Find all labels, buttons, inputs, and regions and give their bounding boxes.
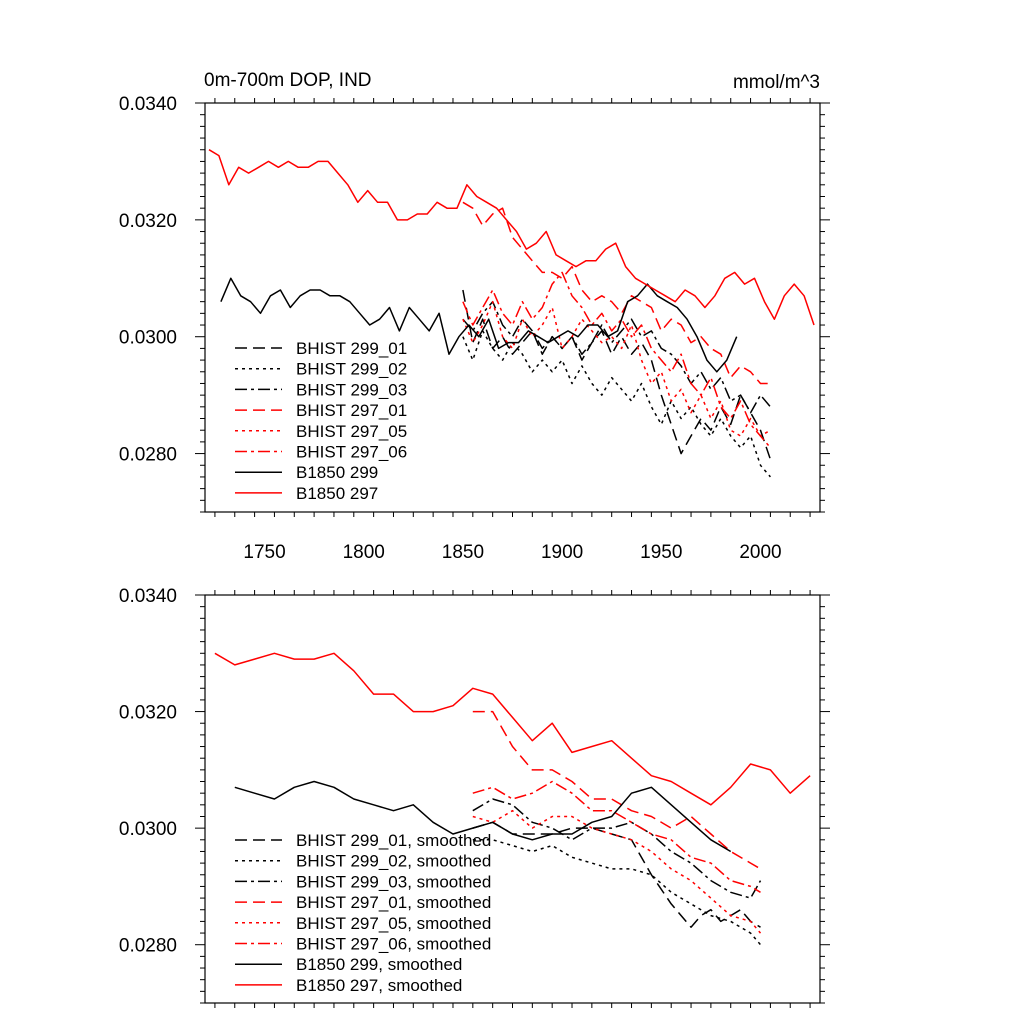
top-panel: 0.0340 0.0320 0.0300 0.0280 1750 1800 1850 1900… [119, 94, 830, 563]
series-line [472, 798, 762, 899]
legend-label: BHIST 299_02, smoothed [296, 852, 491, 871]
series-line [234, 780, 732, 853]
x-tick-label: 1900 [541, 542, 583, 563]
legend-label: BHIST 297_05, smoothed [296, 914, 491, 933]
legend-label: B1850 297, smoothed [296, 976, 462, 995]
series-line [214, 652, 811, 806]
legend-label: BHIST 297_06, smoothed [296, 935, 491, 954]
y-tick-label: 0.0300 [119, 328, 177, 349]
y-tick-label: 0.0340 [119, 94, 177, 115]
legend-label: BHIST 299_01, smoothed [296, 831, 491, 850]
series-line [462, 300, 771, 414]
legend-label: BHIST 297_05 [296, 422, 407, 441]
x-tick-label: 2000 [739, 542, 781, 563]
series-line [462, 300, 771, 437]
y-tick-label: 0.0300 [119, 819, 177, 840]
legend-label: BHIST 299_01 [296, 339, 407, 358]
y-tick-label: 0.0320 [119, 703, 177, 724]
legend-label: B1850 297 [296, 484, 378, 503]
x-tick-label: 1850 [442, 542, 484, 563]
legend-label: BHIST 299_02 [296, 360, 407, 379]
legend-label: BHIST 297_01 [296, 401, 407, 420]
legend-label: BHIST 297_01, smoothed [296, 893, 491, 912]
legend-label: BHIST 299_03, smoothed [296, 872, 491, 891]
series-line [462, 201, 771, 385]
panel-title: 0m-700m DOP, IND [204, 70, 372, 91]
y-tick-label: 0.0340 [119, 586, 177, 607]
y-tick-label: 0.0280 [119, 936, 177, 957]
series-line [462, 271, 771, 449]
legend-label: BHIST 297_06 [296, 443, 407, 462]
y-tick-label: 0.0280 [119, 445, 177, 466]
series-line [462, 289, 772, 460]
units-label: mmol/m^3 [733, 72, 820, 93]
bottom-panel: 0.0340 0.0320 0.0300 0.0280 BHIST 299_01, sm… [119, 586, 830, 1008]
legend-label: B1850 299 [296, 463, 378, 482]
y-tick-label: 0.0320 [119, 211, 177, 232]
series-line [472, 780, 761, 893]
series-line [208, 149, 815, 326]
x-tick-label: 1750 [243, 542, 285, 563]
legend-label: B1850 299, smoothed [296, 955, 462, 974]
series-line [472, 809, 762, 934]
x-tick-label: 1800 [343, 542, 385, 563]
x-tick-label: 1950 [640, 542, 682, 563]
legend-label: BHIST 299_03 [296, 380, 407, 399]
